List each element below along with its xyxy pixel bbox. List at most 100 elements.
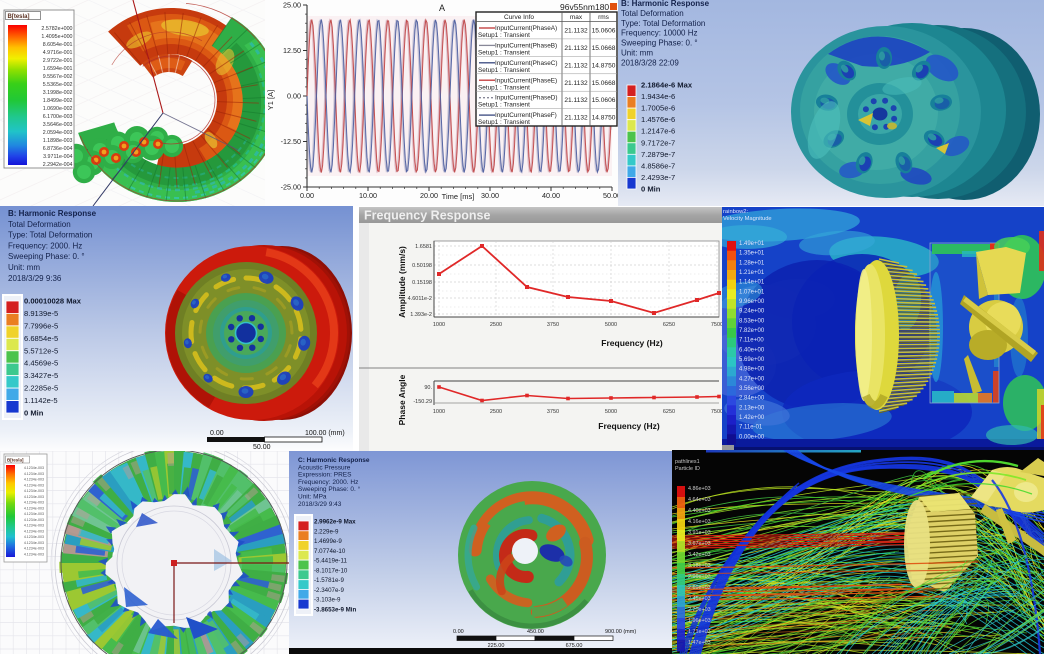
svg-text:21.1132: 21.1132 — [564, 62, 588, 69]
svg-text:1.9434e-6: 1.9434e-6 — [641, 92, 675, 101]
svg-text:4.8586e-7: 4.8586e-7 — [641, 161, 675, 170]
svg-text:-3.103e-9: -3.103e-9 — [314, 597, 341, 604]
svg-text:Frequency: 10000 Hz: Frequency: 10000 Hz — [621, 29, 698, 38]
svg-text:4.98e+00: 4.98e+00 — [739, 367, 765, 373]
svg-text:15.0606: 15.0606 — [592, 28, 616, 35]
svg-text:7.82e+00: 7.82e+00 — [739, 328, 765, 334]
svg-text:Setup1 : Transient: Setup1 : Transient — [478, 102, 530, 109]
svg-text:2500: 2500 — [490, 322, 502, 328]
svg-text:2.2942e-004: 2.2942e-004 — [43, 162, 73, 168]
svg-text:Y1 [A]: Y1 [A] — [266, 90, 275, 110]
svg-text:8.9139e-5: 8.9139e-5 — [24, 309, 58, 318]
svg-text:5.5365e-002: 5.5365e-002 — [43, 82, 73, 88]
svg-text:50.00: 50.00 — [603, 191, 618, 200]
svg-text:6.8736e-004: 6.8736e-004 — [43, 146, 73, 152]
svg-text:1.1142e-5: 1.1142e-5 — [24, 396, 58, 405]
svg-text:max: max — [570, 14, 583, 21]
svg-text:5.5712e-5: 5.5712e-5 — [24, 346, 58, 355]
svg-text:1.28e+01: 1.28e+01 — [739, 260, 765, 266]
svg-text:6250: 6250 — [663, 322, 675, 328]
svg-text:1.6594e-001: 1.6594e-001 — [43, 66, 73, 72]
svg-text:-5.4419e-11: -5.4419e-11 — [314, 558, 347, 565]
svg-text:12.50: 12.50 — [283, 46, 301, 55]
svg-text:Setup1 : Transient: Setup1 : Transient — [478, 32, 530, 39]
svg-text:1.71e+03: 1.71e+03 — [688, 629, 711, 635]
svg-text:8.6054e-001: 8.6054e-001 — [43, 42, 73, 48]
svg-text:1.21e+01: 1.21e+01 — [739, 270, 765, 276]
svg-text:3750: 3750 — [547, 409, 559, 415]
svg-text:4.1234e-003: 4.1234e-003 — [24, 541, 44, 545]
svg-text:4.9716e-001: 4.9716e-001 — [43, 50, 73, 56]
svg-text:4.40e+03: 4.40e+03 — [688, 508, 711, 514]
svg-text:7500: 7500 — [711, 322, 722, 328]
svg-text:4.1234e-003: 4.1234e-003 — [24, 472, 44, 476]
svg-text:21.1132: 21.1132 — [564, 28, 588, 35]
svg-text:900.00 (mm): 900.00 (mm) — [605, 629, 636, 635]
svg-text:Total Deformation: Total Deformation — [621, 9, 684, 18]
svg-text:4.1234e-003: 4.1234e-003 — [24, 483, 44, 487]
svg-text:4.1234e-003: 4.1234e-003 — [24, 535, 44, 539]
svg-text:Curve Info: Curve Info — [504, 14, 534, 21]
svg-text:4.1234e-003: 4.1234e-003 — [24, 547, 44, 551]
svg-text:4.1234e-003: 4.1234e-003 — [24, 552, 44, 556]
svg-text:4.1234e-003: 4.1234e-003 — [24, 529, 44, 533]
svg-text:InputCurrent(PhaseA): InputCurrent(PhaseA) — [495, 25, 557, 32]
svg-text:0.50198: 0.50198 — [412, 263, 432, 269]
svg-text:3.42e+03: 3.42e+03 — [688, 552, 711, 558]
svg-text:4.16e+03: 4.16e+03 — [688, 519, 711, 525]
svg-text:100.00 (mm): 100.00 (mm) — [305, 430, 345, 437]
svg-text:6250: 6250 — [663, 409, 675, 415]
svg-text:1.7005e-6: 1.7005e-6 — [641, 104, 675, 113]
svg-text:Frequency: 2000. Hz: Frequency: 2000. Hz — [298, 479, 358, 486]
svg-text:B: Harmonic Response: B: Harmonic Response — [8, 209, 97, 218]
svg-text:2.5782e+000: 2.5782e+000 — [41, 26, 72, 32]
svg-text:3.9711e-004: 3.9711e-004 — [43, 154, 72, 160]
svg-text:21.1132: 21.1132 — [564, 115, 588, 122]
svg-text:1.4095e+000: 1.4095e+000 — [41, 34, 72, 40]
svg-text:225.00: 225.00 — [488, 643, 505, 649]
svg-text:2018/3/29 9:36: 2018/3/29 9:36 — [8, 274, 62, 283]
svg-text:4.4569e-5: 4.4569e-5 — [24, 359, 58, 368]
svg-text:14.8750: 14.8750 — [592, 62, 616, 69]
svg-text:9.5567e-002: 9.5567e-002 — [43, 74, 73, 80]
svg-text:0.00010028 Max: 0.00010028 Max — [24, 297, 82, 306]
svg-text:-2.3407e-9: -2.3407e-9 — [314, 587, 344, 594]
svg-text:4.1234e-003: 4.1234e-003 — [24, 466, 44, 470]
svg-text:4.1234e-003: 4.1234e-003 — [24, 478, 44, 482]
svg-text:7.0774e-10: 7.0774e-10 — [314, 548, 346, 555]
svg-text:21.1132: 21.1132 — [564, 80, 588, 87]
svg-text:-1.5781e-9: -1.5781e-9 — [314, 577, 344, 584]
svg-text:14.8750: 14.8750 — [592, 115, 616, 122]
svg-text:2.9722e-001: 2.9722e-001 — [43, 58, 73, 64]
svg-text:4.64e+03: 4.64e+03 — [688, 497, 711, 503]
svg-text:7.11e-01: 7.11e-01 — [739, 425, 763, 431]
svg-text:3.91e+03: 3.91e+03 — [688, 530, 711, 536]
svg-text:2018/3/28 22:09: 2018/3/28 22:09 — [621, 58, 679, 67]
svg-text:10.00: 10.00 — [359, 191, 377, 200]
svg-text:2.1864e-6 Max: 2.1864e-6 Max — [641, 81, 693, 90]
svg-text:Unit: mm: Unit: mm — [621, 49, 653, 58]
svg-text:Particle ID: Particle ID — [675, 466, 700, 472]
svg-text:Frequency (Hz): Frequency (Hz) — [601, 338, 663, 348]
svg-text:Acoustic Pressure: Acoustic Pressure — [298, 464, 351, 471]
svg-text:1.393e-2: 1.393e-2 — [410, 312, 432, 318]
svg-text:rainbow2:: rainbow2: — [723, 209, 749, 215]
svg-text:1.2147e-6: 1.2147e-6 — [641, 127, 675, 136]
svg-text:4.1234e-003: 4.1234e-003 — [24, 512, 44, 516]
svg-text:2.84e+00: 2.84e+00 — [739, 396, 765, 402]
svg-text:1.0690e-002: 1.0690e-002 — [43, 106, 73, 112]
svg-text:9.7172e-7: 9.7172e-7 — [641, 138, 675, 147]
svg-text:InputCurrent(PhaseB): InputCurrent(PhaseB) — [495, 42, 557, 49]
svg-text:2.0594e-003: 2.0594e-003 — [43, 130, 73, 136]
svg-text:A: A — [439, 3, 445, 13]
svg-text:4.27e+00: 4.27e+00 — [739, 376, 765, 382]
svg-text:Velocity Magnitude: Velocity Magnitude — [723, 216, 772, 222]
svg-text:96v55nm180: 96v55nm180 — [560, 2, 609, 12]
svg-text:0.00: 0.00 — [210, 430, 224, 437]
svg-text:4.1234e-003: 4.1234e-003 — [24, 495, 44, 499]
svg-text:2.4293e-7: 2.4293e-7 — [641, 173, 675, 182]
svg-text:4.6011e-2: 4.6011e-2 — [408, 296, 432, 302]
svg-text:Sweeping Phase: 0. °: Sweeping Phase: 0. ° — [298, 485, 361, 493]
svg-text:1.4699e-9: 1.4699e-9 — [314, 538, 342, 545]
svg-text:-150.29: -150.29 — [413, 399, 432, 405]
